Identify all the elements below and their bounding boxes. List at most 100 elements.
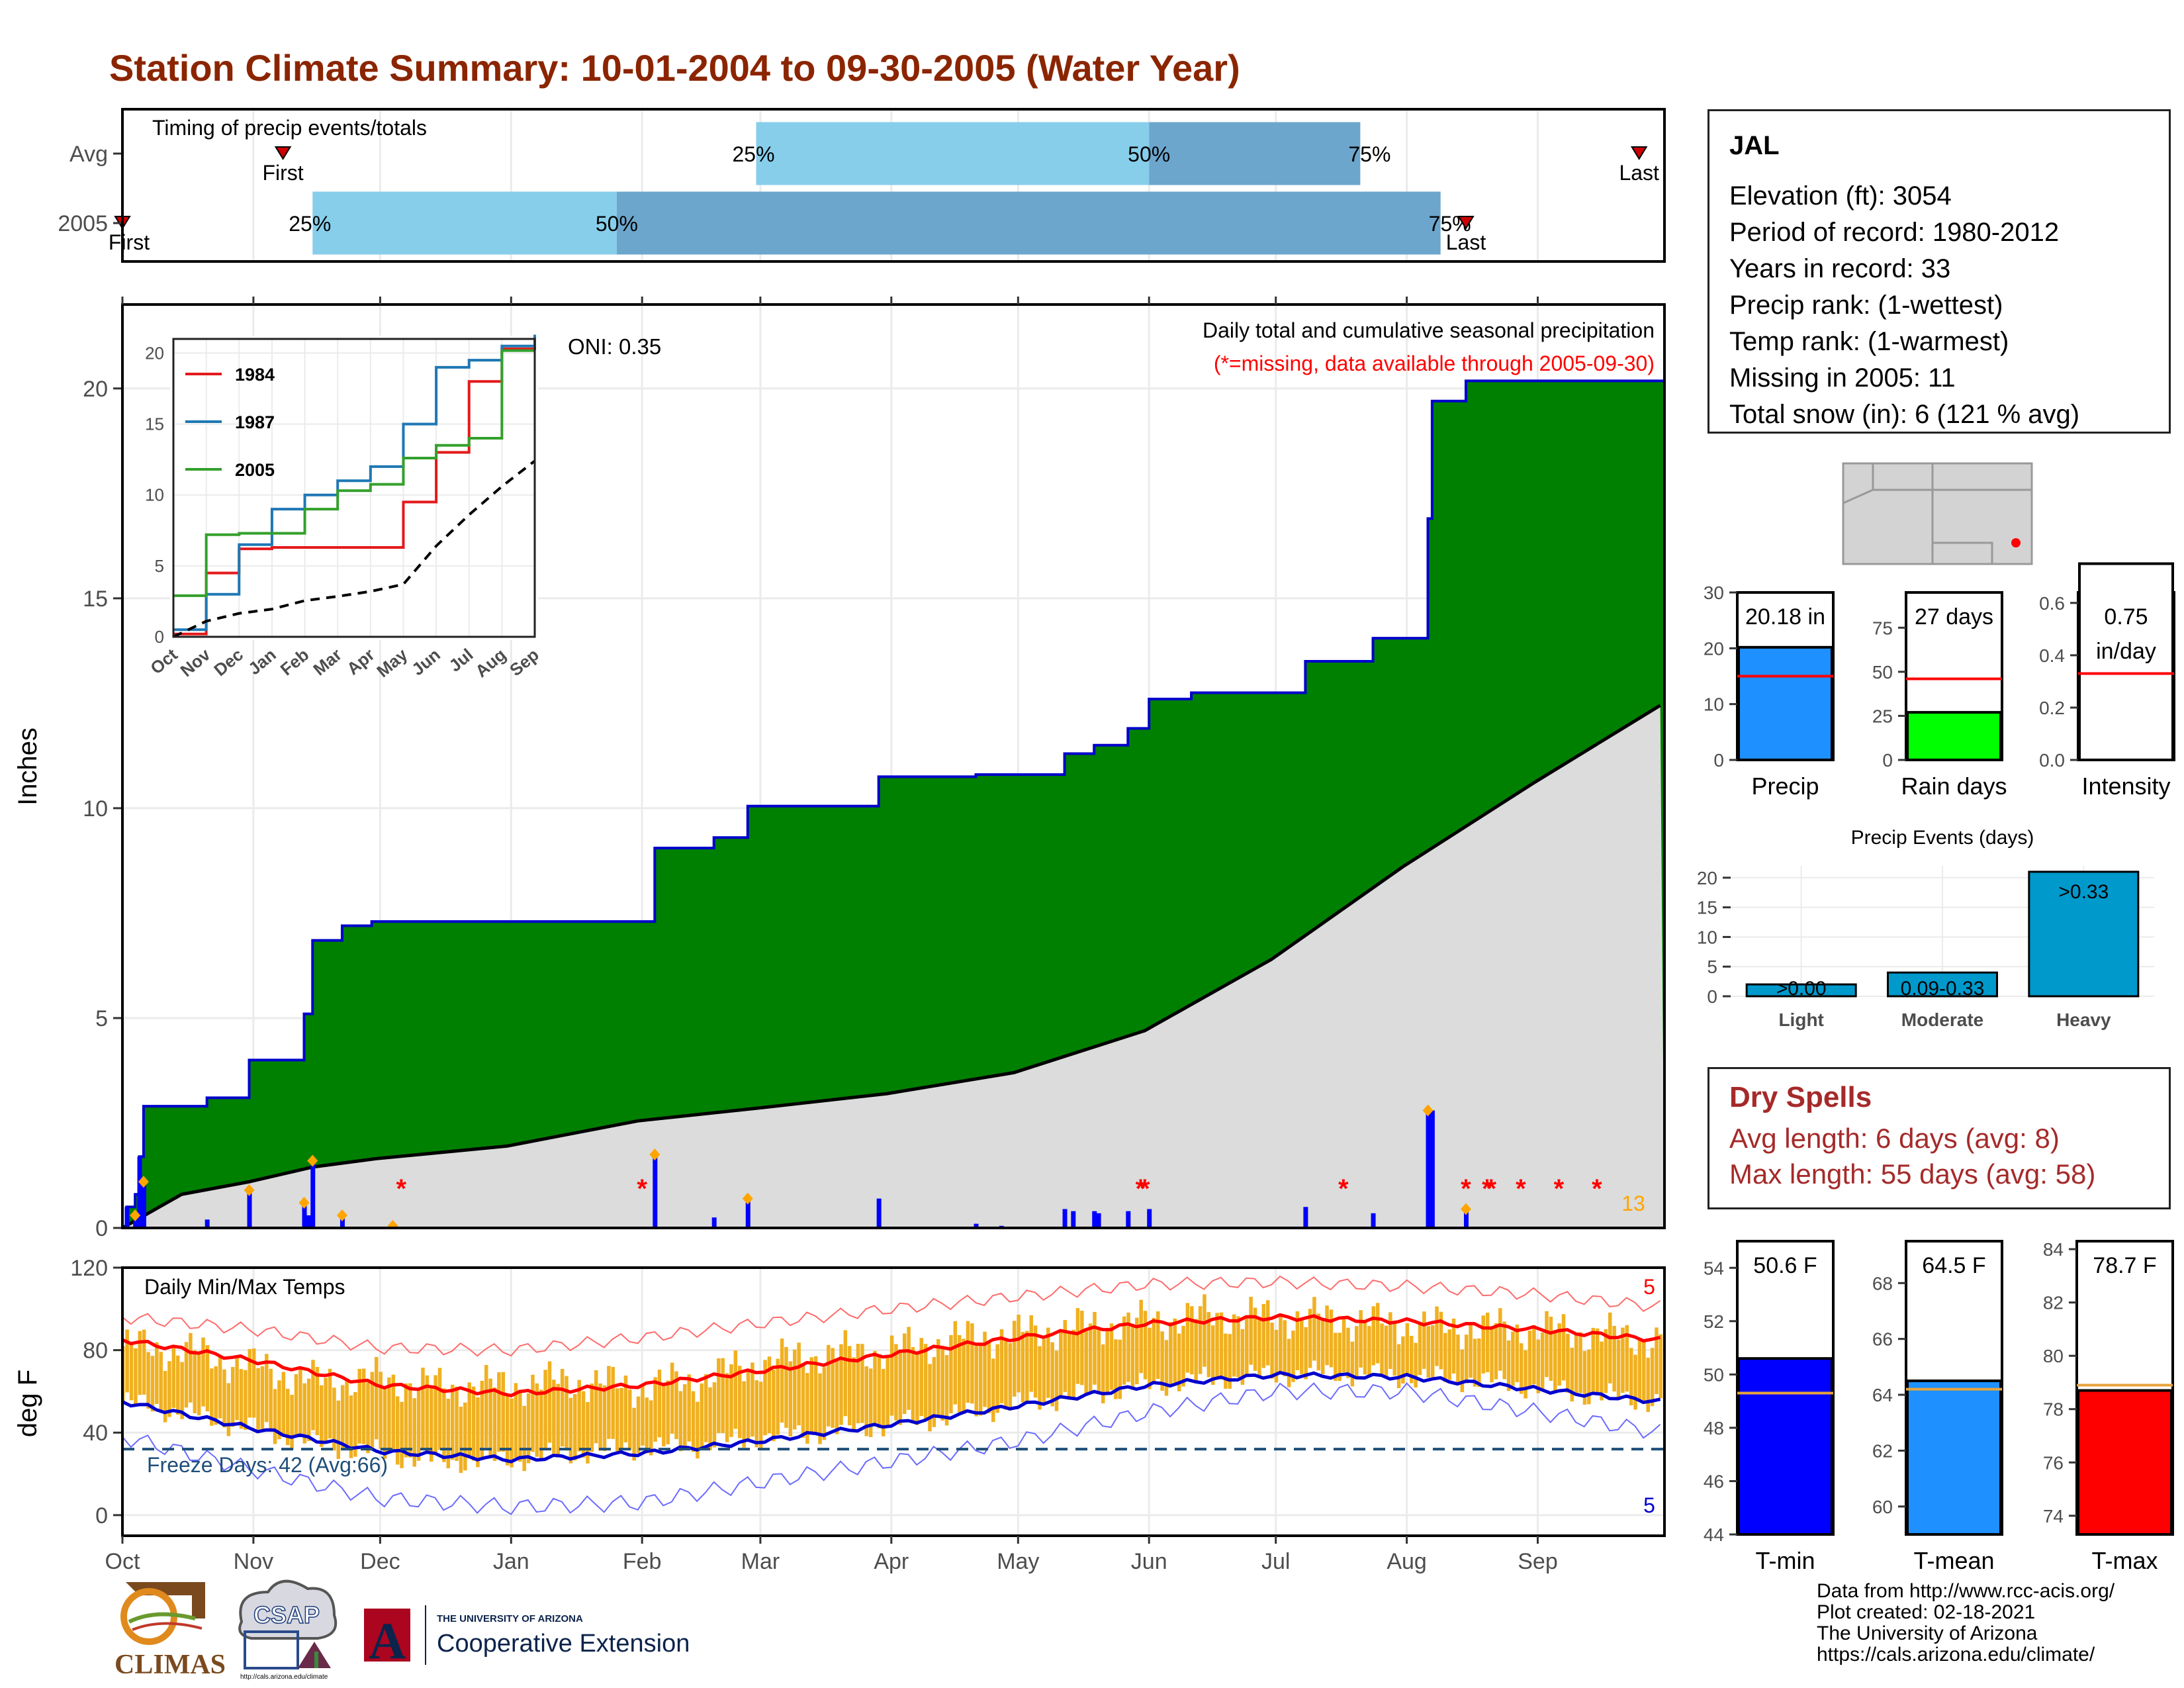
temp-range-bar-344: [1574, 1334, 1578, 1394]
temp-range-bar-88: [492, 1387, 497, 1462]
temp-range-bar-311: [1435, 1306, 1439, 1366]
temp-range-bar-306: [1414, 1342, 1418, 1388]
temp-range-bar-3: [134, 1348, 138, 1405]
precip-ytick-label-2: 10: [83, 796, 108, 821]
temp-range-bar-126: [653, 1377, 657, 1442]
temp-range-bar-229: [1088, 1323, 1093, 1392]
temp-range-bar-266: [1245, 1315, 1249, 1376]
temp-range-bar-283: [1316, 1313, 1321, 1371]
inset-legend-label-1: 1987: [235, 412, 275, 432]
temp-range-bar-33: [260, 1366, 265, 1429]
inset-series-line-2: [173, 349, 535, 597]
temp-range-bar-142: [721, 1358, 725, 1433]
temp-range-bar-32: [256, 1368, 260, 1430]
temp-range-bar-361: [1646, 1358, 1650, 1412]
temp-range-bar-148: [746, 1368, 751, 1440]
dry-spells-avg: Avg length: 6 days (avg: 8): [1729, 1123, 2060, 1154]
daily-precip-bar-17: [1071, 1211, 1076, 1228]
temp-ytick-label-1-1: 62: [1872, 1440, 1893, 1461]
station-precip-rank: Precip rank: (1-wettest): [1729, 291, 2003, 320]
temp-range-bar-21: [210, 1368, 214, 1426]
temp-range-bar-343: [1570, 1347, 1574, 1402]
daily-precip-bar-11: [711, 1217, 717, 1228]
temp-ytick-label-0-4: 52: [1704, 1311, 1724, 1332]
csap-logo-text: CSAP: [253, 1601, 320, 1628]
temp-range-bar-70: [416, 1387, 421, 1461]
average-cumulative-line: [122, 704, 1661, 1228]
timing-bar-1-p25-p50: [312, 191, 617, 255]
temp-range-bar-165: [818, 1373, 822, 1444]
timing-last-marker-0: [1630, 146, 1648, 160]
temp-range-bar-92: [510, 1398, 514, 1468]
temp-range-bar-119: [623, 1376, 628, 1442]
temp-range-bar-231: [1097, 1328, 1101, 1395]
temp-range-bar-259: [1215, 1313, 1219, 1378]
missing-marker-1: *: [637, 1174, 647, 1203]
daily-precip-bar-3: [141, 1182, 146, 1228]
temp-range-bar-308: [1422, 1311, 1426, 1369]
temp-range-bar-15: [184, 1342, 189, 1408]
temp-range-bar-99: [539, 1389, 543, 1460]
temp-range-bar-222: [1059, 1330, 1063, 1399]
temp-range-bar-120: [628, 1389, 632, 1450]
temp-range-bar-116: [611, 1366, 615, 1439]
daily-precip-bar-1: [133, 1215, 138, 1228]
temp-range-bar-178: [873, 1350, 877, 1427]
temp-range-bar-187: [911, 1346, 915, 1422]
temp-range-bar-351: [1604, 1329, 1608, 1393]
temp-ytick-label-0-1: 46: [1704, 1471, 1724, 1491]
inset-xtick-label-4: Feb: [277, 645, 313, 680]
temp-range-bar-337: [1545, 1311, 1549, 1378]
precip-ytick-label-0-1: 10: [1704, 694, 1724, 715]
events-bar-label-0: >0.00: [1776, 978, 1827, 1000]
temp-range-bar-216: [1033, 1325, 1038, 1398]
oni-label: ONI: 0.35: [568, 334, 661, 359]
temp-range-bar-160: [797, 1342, 801, 1426]
average-cumulative-area: [122, 705, 1664, 1228]
timing-label-50-0: 50%: [1128, 142, 1170, 166]
temp-range-bar-263: [1232, 1314, 1236, 1377]
missing-count-label: 13: [1621, 1192, 1645, 1215]
temp-range-bar-19: [201, 1337, 205, 1407]
temp-range-bar-152: [763, 1360, 767, 1436]
precip-ytick-label-1: 5: [95, 1006, 108, 1031]
daily-precip-bar-18: [1092, 1211, 1097, 1228]
temp-range-bar-197: [953, 1321, 958, 1405]
temp-range-bar-279: [1300, 1318, 1304, 1374]
temp-range-bar-138: [704, 1374, 708, 1442]
temp-range-bar-330: [1515, 1324, 1520, 1383]
temp-range-bar-246: [1160, 1331, 1164, 1391]
events-ytick-label-0: 0: [1707, 986, 1717, 1007]
temp-range-bar-29: [244, 1370, 248, 1430]
month-label-0: Oct: [105, 1549, 140, 1574]
month-label-5: Mar: [741, 1549, 780, 1574]
temp-range-bar-310: [1430, 1325, 1435, 1378]
temp-range-bar-315: [1451, 1318, 1456, 1374]
temp-range-bar-157: [784, 1346, 788, 1428]
temp-range-bar-358: [1633, 1354, 1637, 1410]
temp-range-bar-249: [1173, 1318, 1177, 1383]
events-bar-2: [2028, 870, 2140, 998]
daily-precip-bar-16: [1062, 1209, 1068, 1228]
temp-range-bar-200: [966, 1321, 970, 1403]
temp-range-bar-248: [1169, 1322, 1173, 1385]
temp-range-bar-192: [932, 1357, 936, 1427]
temp-range-bar-26: [230, 1367, 235, 1427]
temp-range-bar-267: [1249, 1297, 1253, 1365]
temp-ytick-label-1-3: 66: [1872, 1329, 1893, 1350]
temp-range-bar-209: [1004, 1340, 1008, 1410]
temp-range-bar-162: [805, 1373, 809, 1444]
temp-range-bar-51: [336, 1400, 341, 1459]
timing-bar-1-p50-p75: [616, 191, 1441, 255]
temp-range-bar-349: [1595, 1328, 1600, 1393]
temp-range-bar-55: [353, 1391, 357, 1457]
inset-ytick-label-3: 15: [145, 414, 164, 434]
temp-range-bar-81: [463, 1402, 467, 1471]
temp-range-bar-48: [324, 1378, 328, 1444]
month-label-8: Jun: [1131, 1549, 1167, 1574]
temp-range-bar-339: [1553, 1333, 1557, 1391]
temp-range-bar-63: [387, 1377, 391, 1453]
month-label-10: Aug: [1387, 1549, 1427, 1574]
temp-range-bar-69: [412, 1398, 416, 1467]
temp-range-bar-132: [678, 1391, 683, 1452]
